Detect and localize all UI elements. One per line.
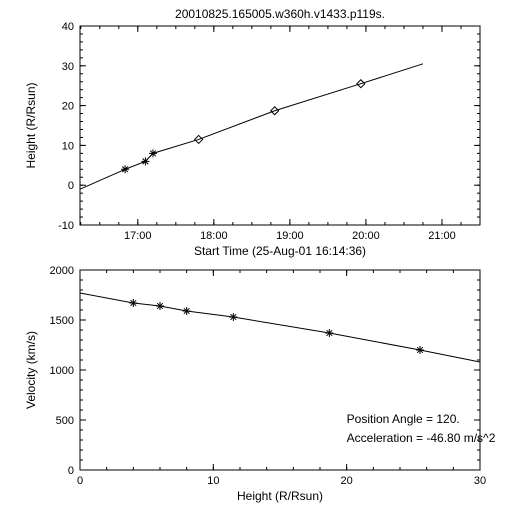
- acceleration-annotation: Acceleration = -46.80 m/s^2: [347, 431, 496, 445]
- top-xtick-label: 18:00: [200, 230, 228, 242]
- star-marker: [416, 346, 424, 354]
- top-xlabel: Start Time (25-Aug-01 16:14:36): [194, 244, 366, 258]
- star-marker: [149, 149, 157, 157]
- bot-xtick-label: 0: [77, 475, 83, 487]
- star-marker: [325, 329, 333, 337]
- star-marker: [129, 299, 137, 307]
- star-marker: [229, 313, 237, 321]
- bot-ytick-label: 1000: [50, 365, 74, 377]
- top-ytick-label: 40: [62, 21, 74, 33]
- bot-xlabel: Height (R/Rsun): [237, 489, 323, 503]
- top-xtick-label: 17:00: [124, 230, 152, 242]
- position-angle-annotation: Position Angle = 120.: [347, 412, 460, 426]
- chart-title: 20010825.165005.w360h.v1433.p119s.: [175, 7, 385, 21]
- bot-ytick-label: 1500: [50, 315, 74, 327]
- height-time-line: [80, 64, 423, 189]
- bot-ytick-label: 500: [56, 415, 74, 427]
- bot-ytick-label: 2000: [50, 265, 74, 277]
- top-xtick-label: 20:00: [352, 230, 380, 242]
- top-ytick-label: 30: [62, 61, 74, 73]
- bot-ytick-label: 0: [68, 465, 74, 477]
- star-marker: [183, 307, 191, 315]
- top-xtick-label: 21:00: [428, 230, 456, 242]
- top-xtick-label: 19:00: [276, 230, 304, 242]
- star-marker: [121, 165, 129, 173]
- top-ytick-label: -10: [58, 220, 74, 232]
- bot-xtick-label: 30: [474, 475, 486, 487]
- bot-xtick-label: 10: [207, 475, 219, 487]
- star-marker: [156, 302, 164, 310]
- top-ytick-label: 0: [68, 180, 74, 192]
- chart-canvas: -10 0 10 20 30 40 17:00 18:00 19:00 20:00 21:00 Sta…: [0, 0, 512, 512]
- bot-xtick-label: 20: [341, 475, 353, 487]
- top-ytick-label: 20: [62, 101, 74, 113]
- top-ylabel: Height (R/Rsun): [24, 82, 38, 168]
- bot-ylabel: Velocity (km/s): [24, 331, 38, 409]
- top-ytick-label: 10: [62, 140, 74, 152]
